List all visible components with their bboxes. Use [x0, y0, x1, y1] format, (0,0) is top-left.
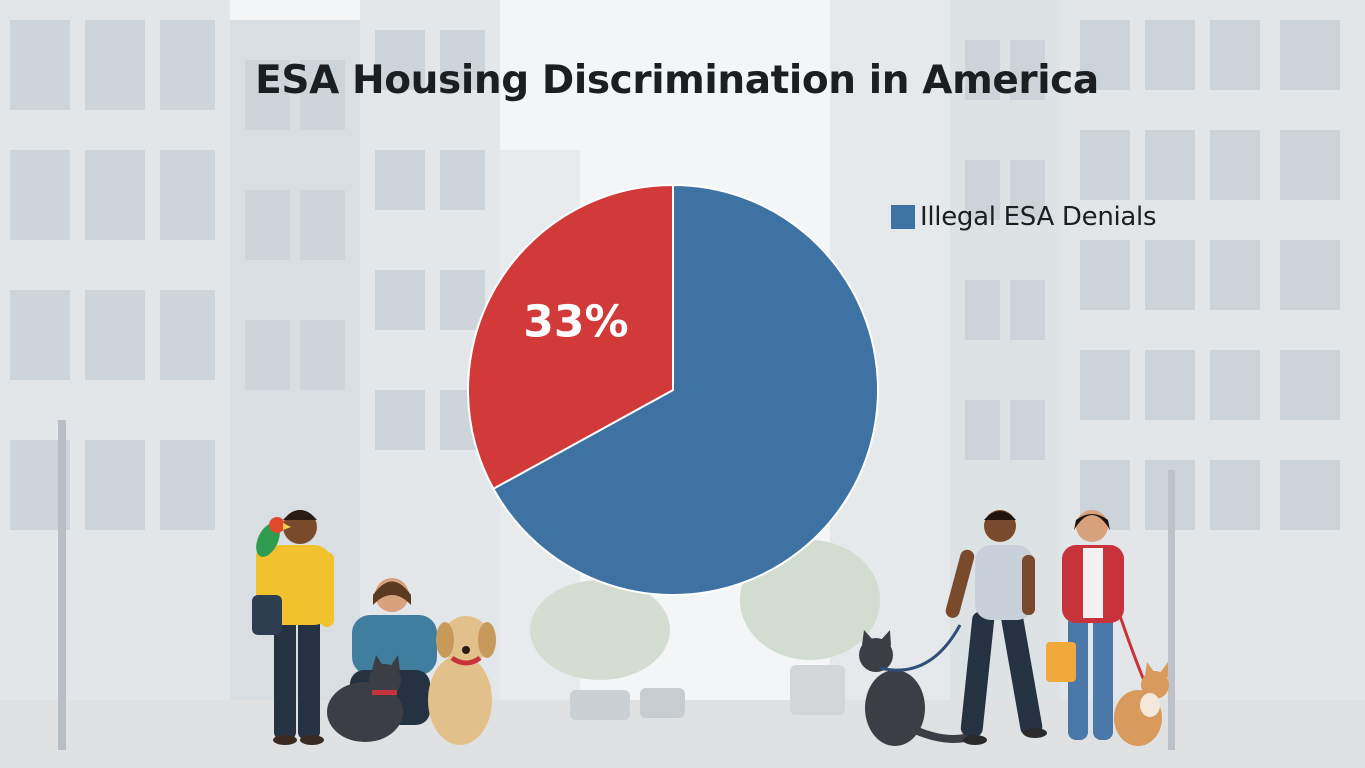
woman-in-red-jacket: [1046, 510, 1150, 740]
black-cat-icon: [327, 655, 403, 742]
chart-title: ESA Housing Discrimination in America: [255, 58, 1099, 103]
legend: Illegal ESA Denials: [891, 202, 1157, 232]
tree-left: [530, 580, 670, 680]
parrot-icon: [256, 517, 291, 557]
pie-slice-1: [491, 183, 879, 596]
orange-cat-icon: [1114, 662, 1169, 746]
golden-dog-icon: [428, 616, 496, 745]
man-with-backpack: [945, 510, 1047, 745]
person-with-parrot: [252, 510, 334, 745]
pie-slice-2: [467, 183, 674, 491]
legend-label: Illegal ESA Denials: [920, 202, 1157, 232]
tree-right: [740, 540, 880, 660]
pie-data-label-2: 33%: [523, 297, 628, 348]
gray-cat-on-leash-icon: [859, 624, 977, 746]
legend-swatch: [891, 205, 915, 229]
